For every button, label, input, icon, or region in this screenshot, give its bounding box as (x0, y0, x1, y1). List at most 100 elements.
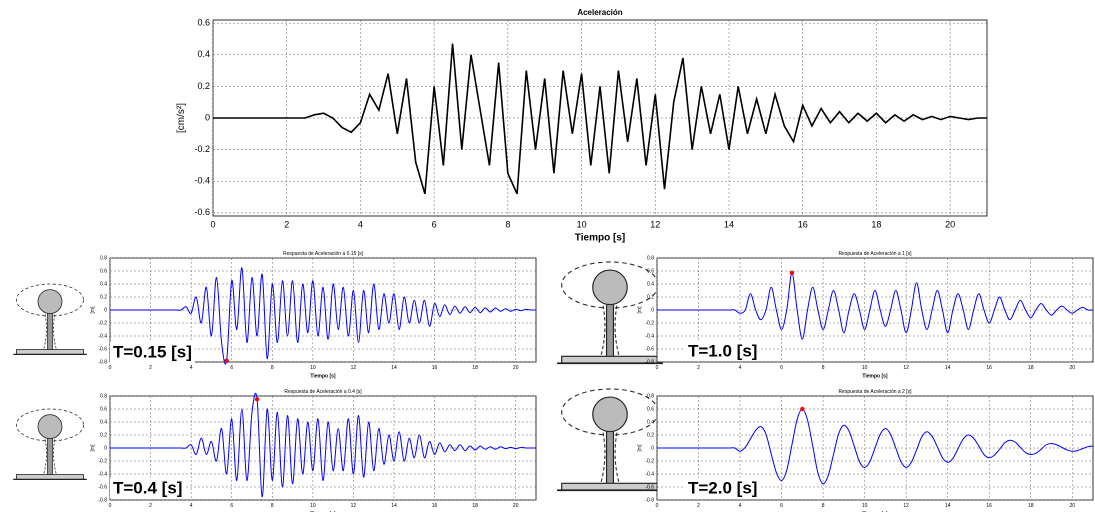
y-tick-label: 0.8 (647, 393, 654, 399)
x-axis-label: Tiempo [s] (575, 233, 625, 244)
x-axis-label: Tiempo [s] (310, 373, 336, 379)
y-tick-label: 0.2 (647, 432, 654, 438)
x-tick-label: 4 (739, 365, 742, 371)
y-tick-label: 0.6 (100, 268, 107, 274)
x-tick-label: 14 (945, 365, 951, 371)
y-axis-label: [cm/s²] (176, 103, 187, 133)
x-tick-label: 20 (513, 365, 519, 371)
structure-illustration (13, 408, 87, 481)
y-axis-label: [m] (90, 306, 96, 314)
period-label-background (110, 477, 186, 499)
peak-marker (224, 358, 229, 363)
x-tick-label: 12 (903, 365, 909, 371)
y-tick-label: 0 (205, 112, 210, 122)
y-tick-label: 0.2 (647, 294, 654, 300)
x-tick-label: 8 (271, 365, 274, 371)
x-tick-label: 0 (109, 365, 112, 371)
y-tick-label: -0.6 (98, 484, 107, 490)
x-tick-label: 16 (432, 503, 438, 509)
foundation (15, 349, 85, 355)
y-tick-label: 0.4 (100, 281, 107, 287)
y-axis-label: [m] (637, 444, 643, 452)
mass (592, 396, 628, 433)
y-tick-label: 0.2 (197, 81, 210, 91)
period-label: T=2.0 [s] (688, 478, 757, 497)
y-axis-label: [m] (90, 444, 96, 452)
y-tick-label: -0.8 (98, 359, 107, 365)
x-axis-label: Tiempo [s] (862, 373, 888, 379)
x-tick-label: 6 (432, 219, 437, 229)
x-tick-label: 14 (945, 503, 951, 509)
signal-line (110, 267, 537, 365)
y-tick-label: 0.6 (647, 406, 654, 412)
signal-line (657, 272, 1094, 340)
x-tick-label: 2 (284, 219, 289, 229)
x-tick-label: 4 (739, 503, 742, 509)
signal-line (657, 408, 1094, 485)
signal-line (213, 43, 987, 195)
x-tick-label: 14 (724, 219, 734, 229)
mass (37, 289, 63, 315)
x-tick-label: 16 (798, 219, 808, 229)
x-tick-label: 14 (391, 503, 397, 509)
peak-marker (254, 397, 260, 402)
x-tick-label: 0 (109, 503, 112, 509)
x-tick-label: 12 (650, 219, 660, 229)
x-tick-label: 0 (210, 219, 215, 229)
x-tick-label: 8 (505, 219, 510, 229)
y-tick-label: -0.6 (645, 484, 654, 490)
x-tick-label: 12 (351, 503, 357, 509)
x-tick-label: 16 (986, 503, 992, 509)
y-tick-label: 0.4 (647, 281, 654, 287)
x-tick-label: 4 (358, 219, 363, 229)
stem (47, 310, 53, 352)
y-tick-label: -0.4 (98, 471, 107, 477)
x-tick-label: 18 (1028, 503, 1034, 509)
x-tick-label: 16 (986, 365, 992, 371)
y-tick-label: -0.2 (645, 320, 654, 326)
y-tick-label: -0.2 (98, 320, 107, 326)
peak-marker (800, 406, 805, 412)
x-tick-label: 8 (271, 503, 274, 509)
signal-line (110, 392, 536, 498)
foundation (15, 474, 85, 480)
structure-illustration (13, 283, 87, 356)
x-tick-label: 4 (190, 365, 193, 371)
x-tick-label: 14 (391, 365, 397, 371)
y-tick-label: -0.6 (194, 207, 210, 217)
x-tick-label: 10 (310, 365, 316, 371)
x-tick-label: 2 (697, 365, 700, 371)
x-tick-label: 2 (149, 365, 152, 371)
x-tick-label: 18 (472, 503, 478, 509)
foundation (561, 355, 659, 364)
y-tick-label: 0 (104, 445, 107, 451)
x-tick-label: 12 (351, 365, 357, 371)
x-tick-label: 2 (149, 503, 152, 509)
foundation (561, 482, 659, 491)
y-tick-label: 0.4 (647, 419, 654, 425)
x-tick-label: 18 (472, 365, 478, 371)
deformed-stem (43, 439, 57, 475)
x-tick-label: 20 (513, 503, 519, 509)
y-tick-label: 0.8 (647, 255, 654, 261)
y-tick-label: -0.4 (194, 176, 210, 186)
x-tick-label: 8 (822, 503, 825, 509)
x-tick-label: 20 (945, 219, 955, 229)
x-tick-label: 20 (1069, 503, 1075, 509)
x-tick-label: 2 (697, 503, 700, 509)
y-tick-label: 0.2 (100, 294, 107, 300)
deformed-stem (600, 432, 620, 484)
y-tick-label: -0.2 (194, 144, 210, 154)
chart-title: Aceleración (577, 8, 622, 17)
x-tick-label: 10 (577, 219, 587, 229)
period-label: T=0.15 [s] (113, 342, 192, 361)
x-tick-label: 6 (780, 365, 783, 371)
x-tick-label: 8 (822, 365, 825, 371)
x-tick-label: 18 (871, 219, 881, 229)
y-tick-label: -0.6 (645, 346, 654, 352)
x-tick-label: 16 (432, 365, 438, 371)
y-axis-label: [m] (637, 306, 643, 314)
x-tick-label: 6 (230, 365, 233, 371)
deformed-stem (43, 314, 57, 350)
stem (605, 427, 615, 487)
